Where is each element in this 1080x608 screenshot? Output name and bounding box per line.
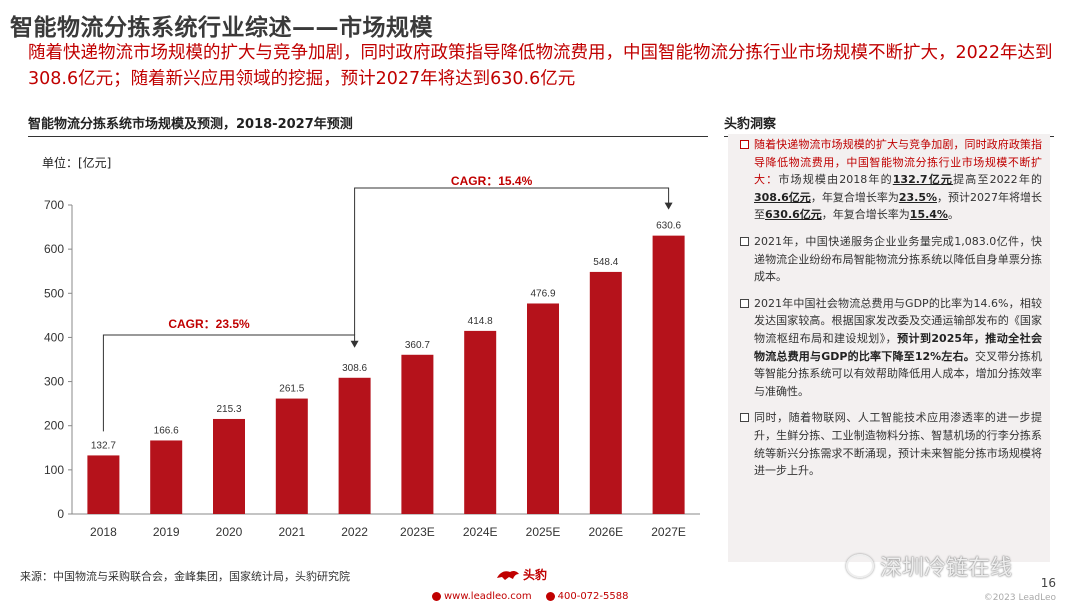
leadleo-logo: 头豹 xyxy=(496,566,547,583)
insight-text: ，年复合增长率为 xyxy=(810,190,899,204)
page-subtitle: 随着快递物流市场规模的扩大与竞争加剧，同时政府政策指导降低物流费用，中国智能物流… xyxy=(28,43,1053,89)
bar-value-label: 414.8 xyxy=(468,316,493,327)
checkbox-bullet-icon xyxy=(740,298,749,308)
source-note: 来源：中国物流与采购联合会，金峰集团，国家统计局，头豹研究院 xyxy=(20,570,350,583)
bar-value-label: 132.7 xyxy=(91,440,116,451)
y-tick-label: 600 xyxy=(44,242,64,256)
checkbox-bullet-icon xyxy=(740,236,749,246)
insight-text: 23.5% xyxy=(898,190,937,204)
y-tick-label: 0 xyxy=(57,507,64,521)
insight-bullet: 2021年中国社会物流总费用与GDP的比率为14.6%，相较发达国家较高。根据国… xyxy=(728,293,1050,401)
bar-value-label: 308.6 xyxy=(342,363,367,374)
chart-heading: 智能物流分拣系统市场规模及预测，2018-2027年预测 xyxy=(28,113,708,137)
x-tick-label: 2019 xyxy=(153,525,180,539)
y-tick-label: 700 xyxy=(44,198,64,212)
phone-number: 400-072-5588 xyxy=(557,591,629,602)
bar-value-label: 548.4 xyxy=(593,257,618,268)
bar xyxy=(87,455,120,514)
footer-contacts: www.leadleo.com 400-072-5588 xyxy=(432,591,628,602)
website-link[interactable]: www.leadleo.com xyxy=(444,591,532,602)
bar xyxy=(589,271,622,514)
insight-text: 。 xyxy=(947,208,959,222)
bar-value-label: 630.6 xyxy=(656,221,681,232)
insight-text: 市场规模由2018年的 xyxy=(778,173,893,187)
chart-unit-label: 单位：[亿元] xyxy=(42,156,112,170)
chat-bubble-icon xyxy=(846,554,874,578)
cagr-label: CAGR：15.4% xyxy=(451,174,533,188)
insight-text: 预计到2025年，推动全社会物流总费用与GDP的比率下降至12%左右。 xyxy=(754,331,1043,363)
bar xyxy=(652,235,685,515)
watermark: 深圳冷链在线 xyxy=(846,550,1012,582)
insights-panel: 随着快递物流市场规模的扩大与竞争加剧，同时政府政策指导降低物流费用，中国智能物流… xyxy=(728,134,1050,562)
market-size-bar-chart: 0 100 200 300 400 500 600 700 132.7 2018 166.6 2019… xyxy=(44,174,700,539)
checkbox-bullet-icon xyxy=(740,413,749,423)
y-tick-label: 400 xyxy=(44,330,64,344)
page-title: 智能物流分拣系统行业综述——市场规模 xyxy=(10,15,433,41)
bar-value-label: 476.9 xyxy=(530,288,555,299)
y-tick-label: 500 xyxy=(44,286,64,300)
bar xyxy=(275,398,308,514)
globe-icon xyxy=(432,592,441,601)
bar xyxy=(464,330,497,514)
bar-value-label: 166.6 xyxy=(154,425,179,436)
logo-text: 头豹 xyxy=(523,568,548,582)
leopard-logo-icon xyxy=(497,570,519,580)
insight-text: 132.7亿元 xyxy=(892,173,954,187)
x-tick-label: 2026E xyxy=(588,525,623,539)
website-contact: www.leadleo.com xyxy=(432,591,532,602)
cagr-bracket-line xyxy=(354,187,670,335)
y-tick-label: 200 xyxy=(44,419,64,433)
x-tick-label: 2020 xyxy=(216,525,243,539)
cagr-arrowhead xyxy=(350,340,359,348)
x-tick-label: 2022 xyxy=(341,525,368,539)
insight-text: 308.6亿元 xyxy=(754,190,811,204)
insight-bullet: 2021年，中国快递服务企业业务量完成1,083.0亿件，快递物流企业纷纷布局智… xyxy=(728,231,1050,286)
insight-text: ，预计2027年将增长至 xyxy=(754,190,1043,222)
insight-text: 交叉带分拣机等智能分拣系统可以有效帮助降低用人成本，增加分拣效率与准确性。 xyxy=(754,349,1042,398)
phone-icon xyxy=(545,592,555,601)
cagr-bracket-line xyxy=(102,334,356,432)
bar xyxy=(338,377,371,514)
insight-text: 随着快递物流市场规模的扩大与竞争加剧，同时政府政策指导降低物流费用，中国智能物流… xyxy=(754,138,1042,187)
bar-value-label: 215.3 xyxy=(216,404,241,415)
x-tick-label: 2024E xyxy=(463,525,498,539)
insight-bullet: 同时，随着物联网、人工智能技术应用渗透率的进一步提升，生鲜分拣、工业制造物料分拣… xyxy=(728,407,1050,479)
insight-text: 提高至2022年的 xyxy=(953,173,1042,187)
cagr-label: CAGR：23.5% xyxy=(168,317,250,331)
insight-text: ，年复合增长率为 xyxy=(821,208,910,222)
bar xyxy=(150,440,183,514)
y-tick-label: 100 xyxy=(44,463,64,477)
bar xyxy=(401,354,434,514)
y-tick-label: 300 xyxy=(44,375,64,389)
checkbox-bullet-icon xyxy=(740,140,749,149)
bar xyxy=(213,418,245,514)
insight-text: 15.4% xyxy=(909,208,948,222)
copyright: ©2023 LeadLeo xyxy=(983,593,1056,603)
insight-text: 2021年，中国快递服务企业业务量完成1,083.0亿件，快递物流企业纷纷布局智… xyxy=(754,234,1042,284)
phone-contact: 400-072-5588 xyxy=(545,591,629,602)
page-number: 16 xyxy=(1040,576,1056,590)
bar-value-label: 261.5 xyxy=(279,384,304,395)
cagr-arrowhead xyxy=(664,202,673,210)
x-tick-label: 2023E xyxy=(400,525,435,539)
x-tick-label: 2027E xyxy=(651,525,686,539)
bar-value-label: 360.7 xyxy=(405,340,430,351)
bar xyxy=(527,303,559,514)
watermark-text: 深圳冷链在线 xyxy=(880,556,1013,581)
x-tick-label: 2025E xyxy=(526,525,561,539)
insight-text: 2021年中国社会物流总费用与GDP的比率为14.6%，相较发达国家较高。根据国… xyxy=(754,296,1042,345)
x-tick-label: 2018 xyxy=(90,525,117,539)
insight-bullet: 随着快递物流市场规模的扩大与竞争加剧，同时政府政策指导降低物流费用，中国智能物流… xyxy=(728,134,1050,224)
insight-text: 630.6亿元 xyxy=(765,208,822,222)
x-tick-label: 2021 xyxy=(278,525,305,539)
insight-text: 同时，随着物联网、人工智能技术应用渗透率的进一步提升，生鲜分拣、工业制造物料分拣… xyxy=(754,411,1042,478)
